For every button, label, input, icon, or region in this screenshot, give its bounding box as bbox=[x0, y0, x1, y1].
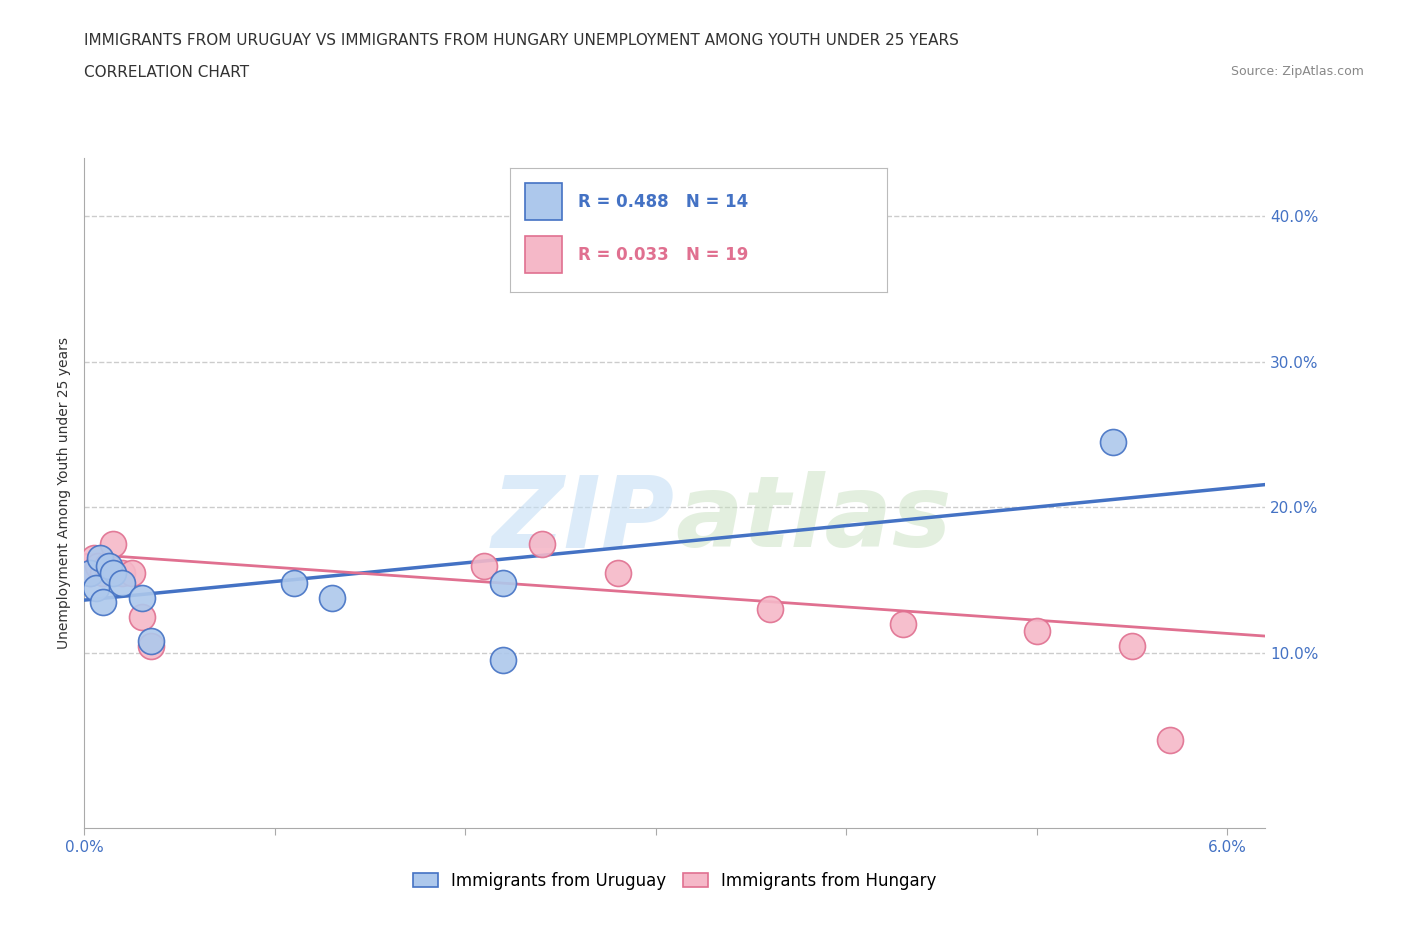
Point bbox=[530, 537, 553, 551]
Text: atlas: atlas bbox=[675, 472, 952, 568]
Point bbox=[121, 565, 143, 580]
Point bbox=[1025, 624, 1047, 639]
Point bbox=[139, 634, 162, 649]
Point bbox=[79, 565, 101, 580]
Text: Source: ZipAtlas.com: Source: ZipAtlas.com bbox=[1230, 65, 1364, 78]
Point bbox=[1102, 434, 1125, 449]
Point bbox=[759, 602, 782, 617]
Point bbox=[96, 558, 118, 573]
Point bbox=[474, 558, 496, 573]
Point bbox=[492, 576, 515, 591]
Point bbox=[606, 565, 628, 580]
Point bbox=[93, 594, 115, 609]
Point bbox=[111, 565, 134, 580]
Point bbox=[98, 558, 121, 573]
Point bbox=[93, 565, 115, 580]
Point bbox=[101, 537, 124, 551]
Point bbox=[131, 609, 153, 624]
Point bbox=[79, 565, 101, 580]
Point bbox=[1159, 733, 1181, 748]
Point bbox=[86, 558, 108, 573]
Point bbox=[283, 576, 305, 591]
Text: IMMIGRANTS FROM URUGUAY VS IMMIGRANTS FROM HUNGARY UNEMPLOYMENT AMONG YOUTH UNDE: IMMIGRANTS FROM URUGUAY VS IMMIGRANTS FR… bbox=[84, 33, 959, 47]
Point bbox=[139, 638, 162, 653]
Point bbox=[101, 565, 124, 580]
Point bbox=[530, 267, 553, 282]
Point bbox=[1121, 638, 1143, 653]
Y-axis label: Unemployment Among Youth under 25 years: Unemployment Among Youth under 25 years bbox=[58, 337, 72, 649]
Point bbox=[111, 576, 134, 591]
Point bbox=[84, 580, 107, 595]
Text: ZIP: ZIP bbox=[492, 472, 675, 568]
Point bbox=[893, 617, 915, 631]
Point bbox=[321, 591, 343, 605]
Point bbox=[83, 551, 105, 565]
Point bbox=[492, 653, 515, 668]
Text: CORRELATION CHART: CORRELATION CHART bbox=[84, 65, 249, 80]
Legend: Immigrants from Uruguay, Immigrants from Hungary: Immigrants from Uruguay, Immigrants from… bbox=[406, 865, 943, 897]
Point bbox=[89, 551, 111, 565]
Point bbox=[131, 591, 153, 605]
